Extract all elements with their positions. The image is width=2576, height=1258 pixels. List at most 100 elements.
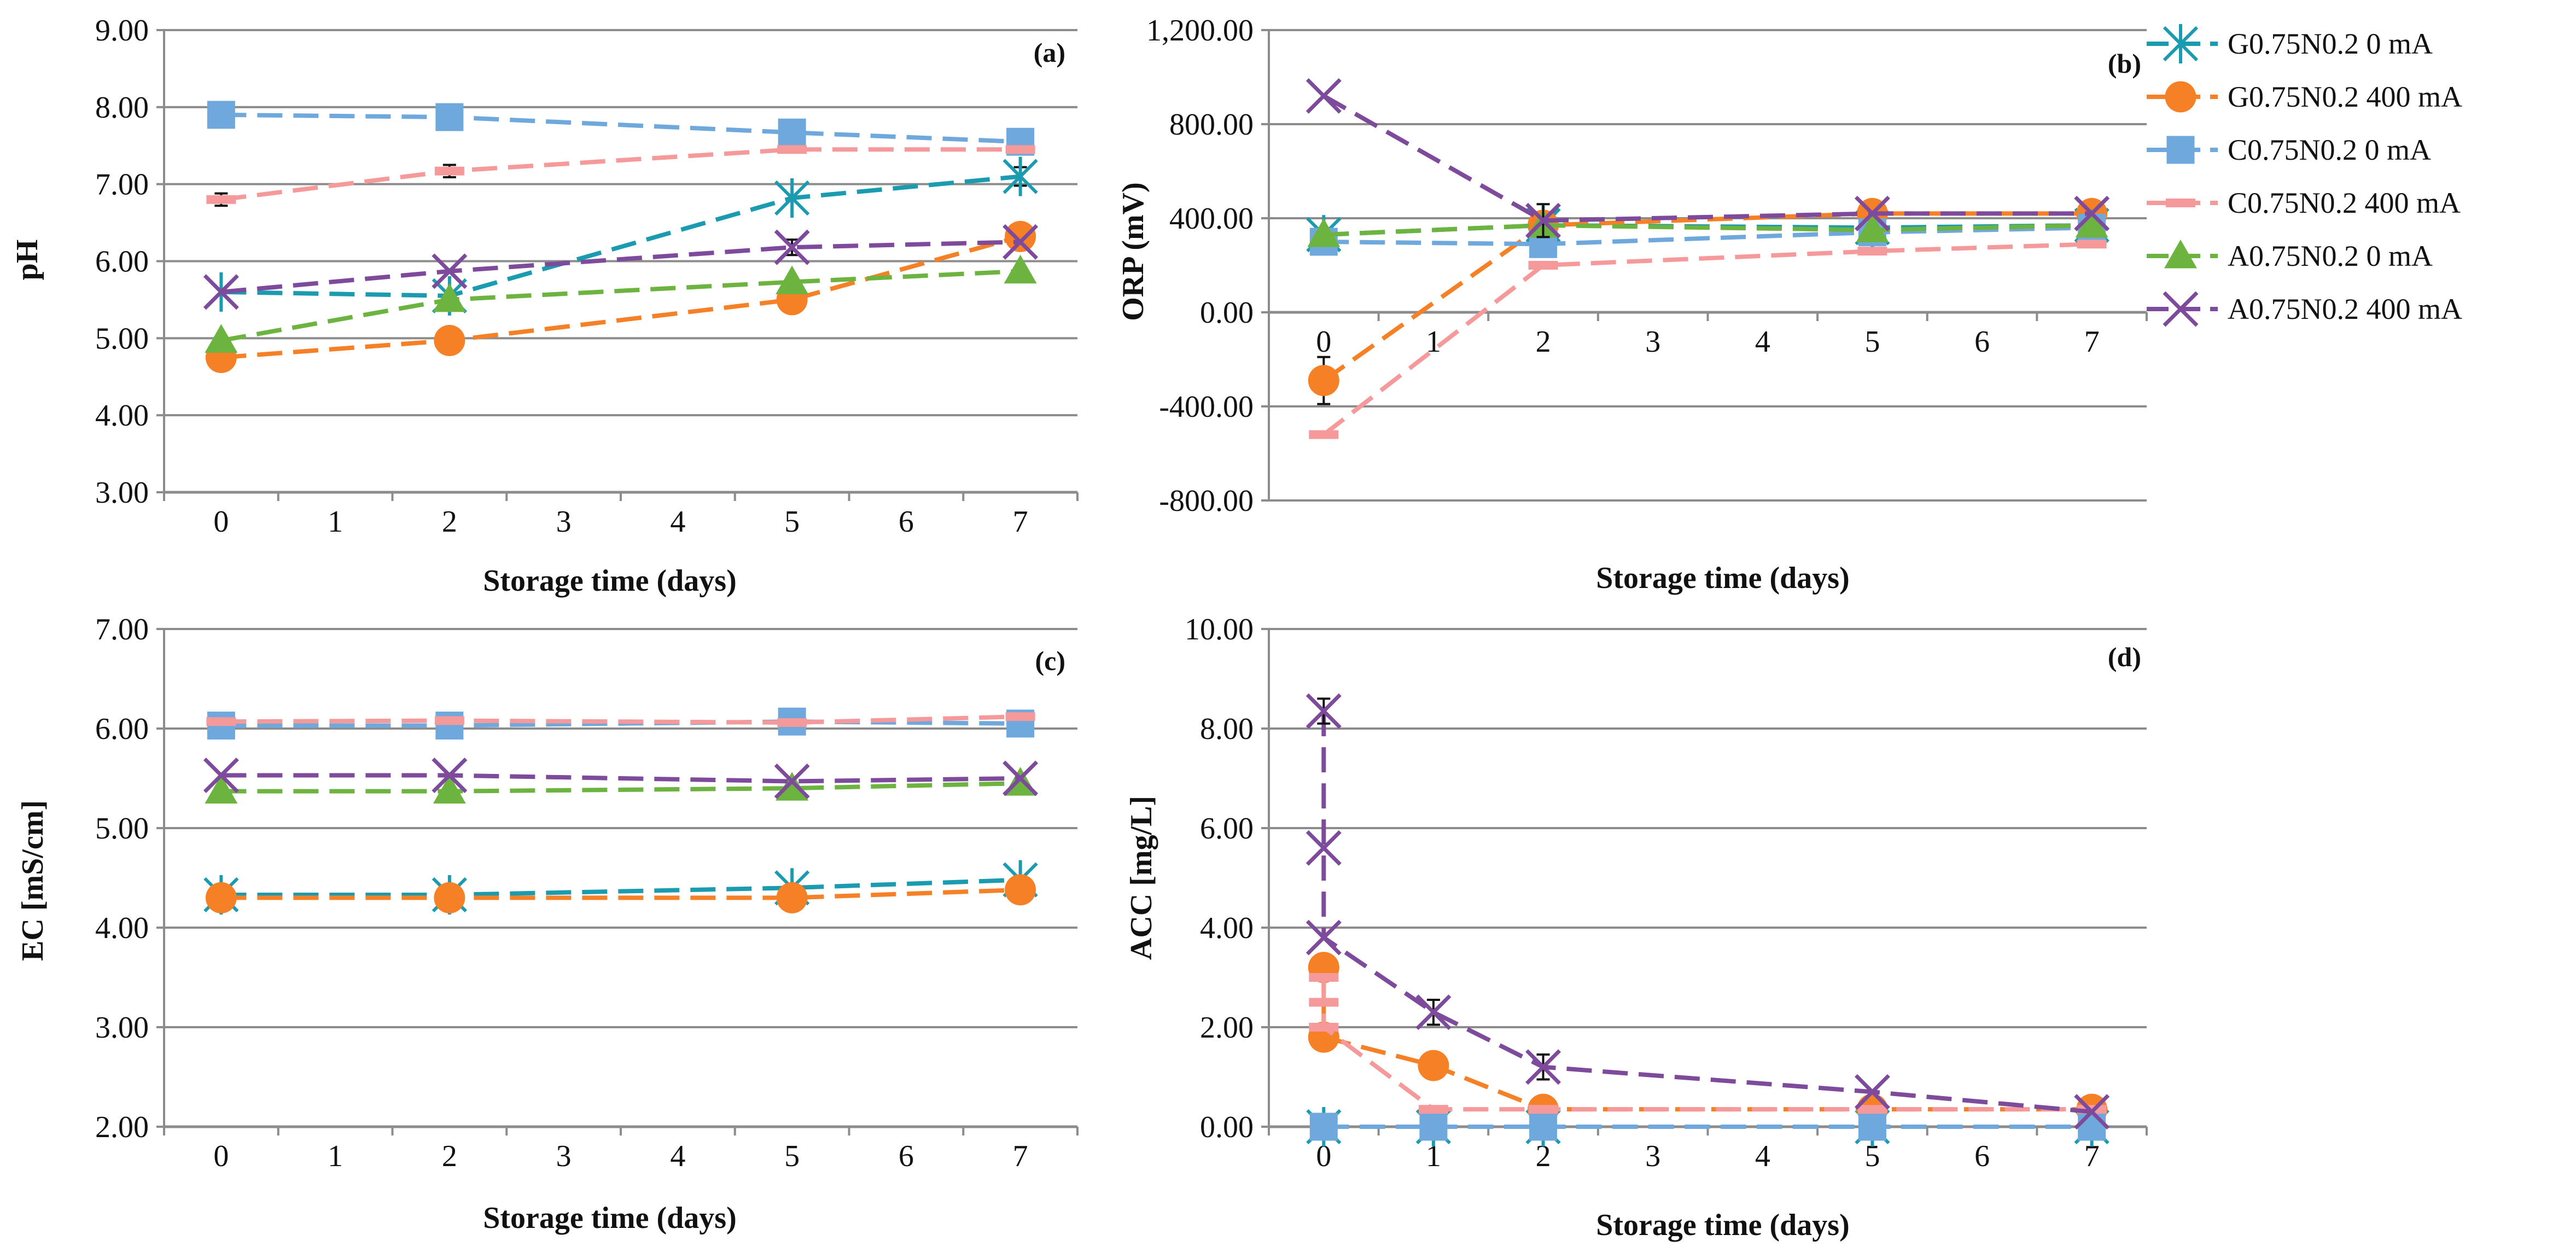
y-tick-label-a: 4.00 (95, 399, 149, 433)
y-tick-label-c: 2.00 (95, 1110, 149, 1144)
series-line (1324, 225, 2092, 247)
data-point (774, 178, 810, 218)
series-c0-75n0-2-400-ma-b (1309, 240, 2107, 439)
y-tick-label-c: 3.00 (95, 1011, 149, 1045)
series-c0-75n0-2-400-ma-a (206, 145, 1035, 207)
data-point (1005, 874, 1036, 906)
data-point (434, 716, 464, 725)
y-tick-label-a: 3.00 (95, 476, 149, 510)
data-point (432, 758, 468, 794)
data-point (774, 229, 810, 265)
series-line (221, 877, 1021, 897)
data-point (1306, 919, 1342, 956)
legend-label: G0.75N0.2 400 mA (2228, 80, 2462, 113)
series-c0-75n0-2-400-ma-c (206, 712, 1035, 727)
data-point (774, 763, 810, 799)
data-point (205, 882, 237, 913)
data-point (1309, 973, 1339, 982)
x-tick-label-d: 4 (1755, 1139, 1770, 1173)
y-tick-label-c: 6.00 (95, 712, 149, 746)
data-point (1857, 1105, 1887, 1114)
data-point (2074, 195, 2110, 231)
data-point (2074, 1094, 2110, 1130)
y-tick-label-b: -800.00 (1159, 484, 1254, 518)
x-tick-label-b: 6 (1974, 325, 1990, 359)
data-point (1419, 1113, 1448, 1141)
data-point (1307, 218, 1341, 247)
y-tick-label-d: 10.00 (1185, 613, 1254, 647)
data-point (1856, 213, 1889, 242)
series-line (221, 887, 1021, 900)
y-tick-label-a: 7.00 (95, 168, 149, 202)
x-tick-label-c: 6 (899, 1139, 914, 1173)
series-c0-75n0-2-0-ma-d (1309, 1113, 2106, 1141)
data-point (434, 325, 465, 357)
data-point (1005, 145, 1035, 154)
x-tick-label-c: 4 (670, 1139, 685, 1173)
data-point (433, 283, 466, 312)
data-point (1525, 1049, 1561, 1085)
data-point (2075, 208, 2108, 238)
series-a0-75n0-2-400-ma-d (1306, 693, 2110, 1130)
legend-item-c0-75n0-2-0-ma: C0.75N0.2 0 mA (2147, 133, 2431, 166)
series-g0-75n0-2-400-ma-d (1308, 952, 2108, 1125)
series-a0-75n0-2-400-ma-c (203, 758, 1039, 799)
series-line (221, 240, 1021, 294)
y-tick-label-b: 800.00 (1169, 108, 1254, 142)
series-a0-75n0-2-400-ma-a (203, 224, 1039, 310)
legend-marker (2165, 81, 2196, 113)
data-point (205, 774, 238, 804)
x-tick-label-c: 0 (213, 1139, 229, 1173)
series-line (221, 773, 1021, 784)
series-line (221, 234, 1021, 360)
data-point (434, 166, 464, 176)
data-point (1306, 693, 1342, 729)
legend-item-c0-75n0-2-400-ma: C0.75N0.2 400 mA (2147, 187, 2461, 219)
y-tick-label-a: 8.00 (95, 91, 149, 125)
data-point (778, 118, 806, 147)
data-point (206, 195, 236, 204)
series-c0-75n0-2-400-ma-d (1309, 973, 2107, 1114)
y-tick-label-b: 400.00 (1169, 202, 1254, 236)
data-point (1309, 1113, 1338, 1141)
y-axis-label-d: ACC [mg/L] (1124, 796, 1158, 960)
data-point (1528, 261, 1558, 270)
x-tick-label-a: 6 (899, 505, 914, 539)
y-axis-label-c: EC [mS/cm] (16, 800, 50, 961)
series-g0-75n0-2-0-ma-c (203, 860, 1038, 915)
data-point (205, 324, 238, 353)
data-point (1309, 1023, 1339, 1032)
series-line (1324, 223, 2092, 237)
y-tick-label-d: 8.00 (1200, 712, 1254, 746)
data-point (1005, 712, 1035, 721)
legend-label: A0.75N0.2 400 mA (2228, 293, 2462, 325)
series-line (220, 269, 1021, 343)
series-line (1322, 242, 2092, 436)
y-axis-label-a: pH (10, 240, 44, 281)
data-point (1004, 254, 1037, 284)
x-tick-label-c: 3 (556, 1139, 572, 1173)
y-tick-label-c: 4.00 (95, 911, 149, 945)
y-tick-label-a: 9.00 (95, 14, 149, 48)
x-tick-label-a: 0 (213, 505, 229, 539)
data-point (206, 717, 236, 726)
legend-item-a0-75n0-2-400-ma: A0.75N0.2 400 mA (2147, 291, 2462, 327)
y-tick-label-a: 6.00 (95, 245, 149, 279)
legend-marker (2163, 24, 2199, 63)
series-line (1322, 94, 2092, 223)
x-tick-label-d: 3 (1645, 1139, 1660, 1173)
data-point (1308, 365, 1339, 397)
data-point (433, 774, 466, 804)
series-line (1321, 977, 2092, 1112)
data-point (435, 103, 464, 131)
y-tick-label-c: 5.00 (95, 812, 149, 846)
y-tick-label-b: -400.00 (1159, 390, 1254, 424)
data-point (1005, 220, 1036, 252)
chart-panel-a: 3.00 4.00 5.00 6.00 7.00 8.00 9.00 0 1 2 3 4 5 6 7 (95, 14, 1079, 539)
x-tick-label-c: 7 (1013, 1139, 1028, 1173)
data-point (1306, 78, 1342, 114)
y-tick-label-d: 2.00 (1200, 1011, 1254, 1045)
data-point (2078, 1113, 2106, 1141)
